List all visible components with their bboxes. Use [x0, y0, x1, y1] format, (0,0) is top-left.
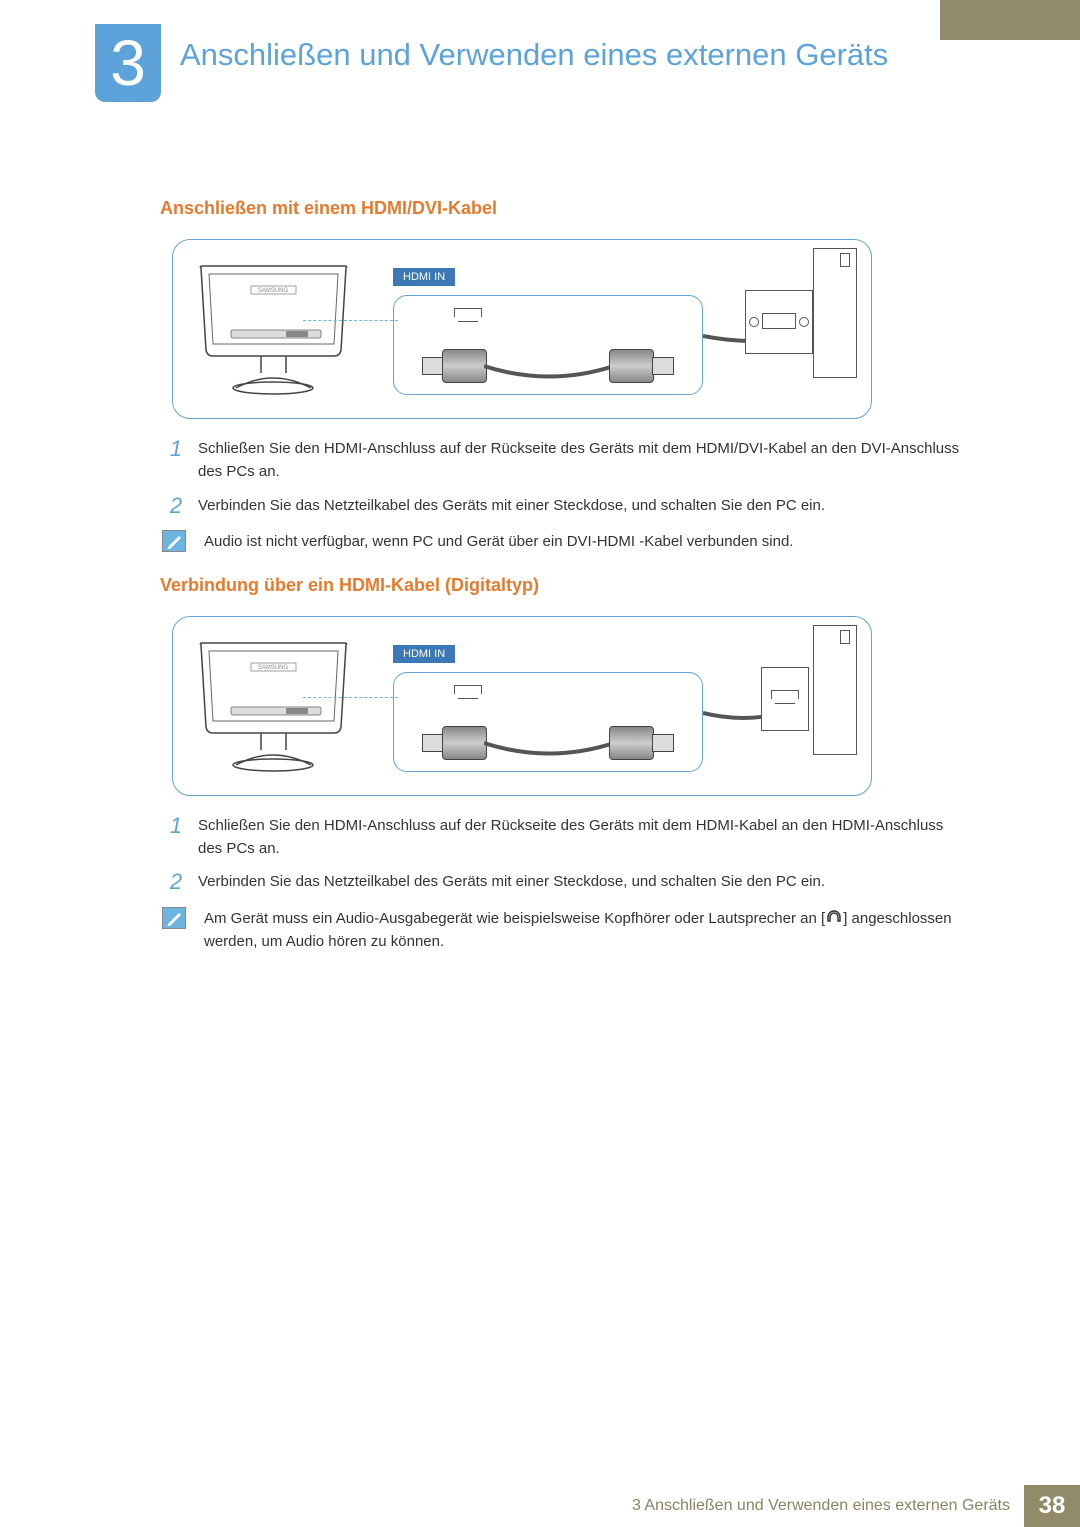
section1-heading: Anschließen mit einem HDMI/DVI-Kabel: [160, 198, 960, 219]
step-text: Verbinden Sie das Netzteilkabel des Gerä…: [198, 870, 960, 893]
footer-chapter-text: 3 Anschließen und Verwenden eines extern…: [632, 1497, 1010, 1515]
step-number: 1: [160, 437, 192, 461]
diagram-hdmi-hdmi: SAMSUNG HDMI IN: [172, 616, 872, 796]
note-text: Am Gerät muss ein Audio-Ausgabegerät wie…: [204, 907, 960, 954]
svg-text:SAMSUNG: SAMSUNG: [258, 665, 289, 671]
step-text: Schließen Sie den HDMI-Anschluss auf der…: [198, 437, 960, 484]
hdmi-port-icon: [454, 308, 482, 322]
cable-callout: [393, 672, 703, 772]
hdmi-port-icon: [454, 685, 482, 699]
monitor-icon: SAMSUNG: [191, 258, 356, 398]
cable-callout: [393, 295, 703, 395]
cable-line: [484, 739, 614, 769]
port-label-hdmi-in: HDMI IN: [393, 645, 455, 663]
note-icon: [162, 530, 186, 552]
dvi-connector-right: [609, 346, 679, 386]
chapter-number-badge: 3: [95, 24, 161, 102]
step-text: Verbinden Sie das Netzteilkabel des Gerä…: [198, 494, 960, 517]
pc-tower-icon: [813, 248, 857, 378]
step-text: Schließen Sie den HDMI-Anschluss auf der…: [198, 814, 960, 861]
dvi-port-panel: [745, 290, 813, 354]
step-number: 2: [160, 870, 192, 894]
svg-text:SAMSUNG: SAMSUNG: [258, 288, 289, 294]
diagram-hdmi-dvi: SAMSUNG HDMI IN: [172, 239, 872, 419]
page-content: Anschließen mit einem HDMI/DVI-Kabel SAM…: [160, 188, 960, 976]
header-accent-bar: [940, 0, 1080, 40]
note-row: Am Gerät muss ein Audio-Ausgabegerät wie…: [160, 907, 960, 954]
page-footer: 3 Anschließen und Verwenden eines extern…: [632, 1485, 1080, 1527]
note-row: Audio ist nicht verfügbar, wenn PC und G…: [160, 530, 960, 553]
hdmi-connector-left: [422, 723, 492, 763]
section2-heading: Verbindung über ein HDMI-Kabel (Digitalt…: [160, 575, 960, 596]
step-row: 1 Schließen Sie den HDMI-Anschluss auf d…: [160, 814, 960, 861]
pc-drive-slot: [840, 253, 850, 267]
note-text-before: Am Gerät muss ein Audio-Ausgabegerät wie…: [204, 910, 825, 927]
port-label-hdmi-in: HDMI IN: [393, 268, 455, 286]
step-row: 1 Schließen Sie den HDMI-Anschluss auf d…: [160, 437, 960, 484]
pc-tower-icon: [813, 625, 857, 755]
footer-page-number: 38: [1024, 1485, 1080, 1527]
chapter-title: Anschließen und Verwenden eines externen…: [180, 36, 940, 73]
dashed-connector-line: [303, 697, 398, 698]
pc-drive-slot: [840, 630, 850, 644]
hdmi-port-panel: [761, 667, 809, 731]
dashed-connector-line: [303, 320, 398, 321]
hdmi-port-icon: [771, 690, 799, 704]
cable-line: [484, 362, 614, 392]
note-text: Audio ist nicht verfügbar, wenn PC und G…: [204, 530, 960, 553]
headphone-icon: [825, 907, 843, 930]
hdmi-connector-left: [422, 346, 492, 386]
step-row: 2 Verbinden Sie das Netzteilkabel des Ge…: [160, 494, 960, 518]
step-number: 1: [160, 814, 192, 838]
note-icon: [162, 907, 186, 929]
hdmi-connector-right: [609, 723, 679, 763]
step-row: 2 Verbinden Sie das Netzteilkabel des Ge…: [160, 870, 960, 894]
dvi-port-icon: [762, 313, 796, 329]
step-number: 2: [160, 494, 192, 518]
monitor-icon: SAMSUNG: [191, 635, 356, 775]
